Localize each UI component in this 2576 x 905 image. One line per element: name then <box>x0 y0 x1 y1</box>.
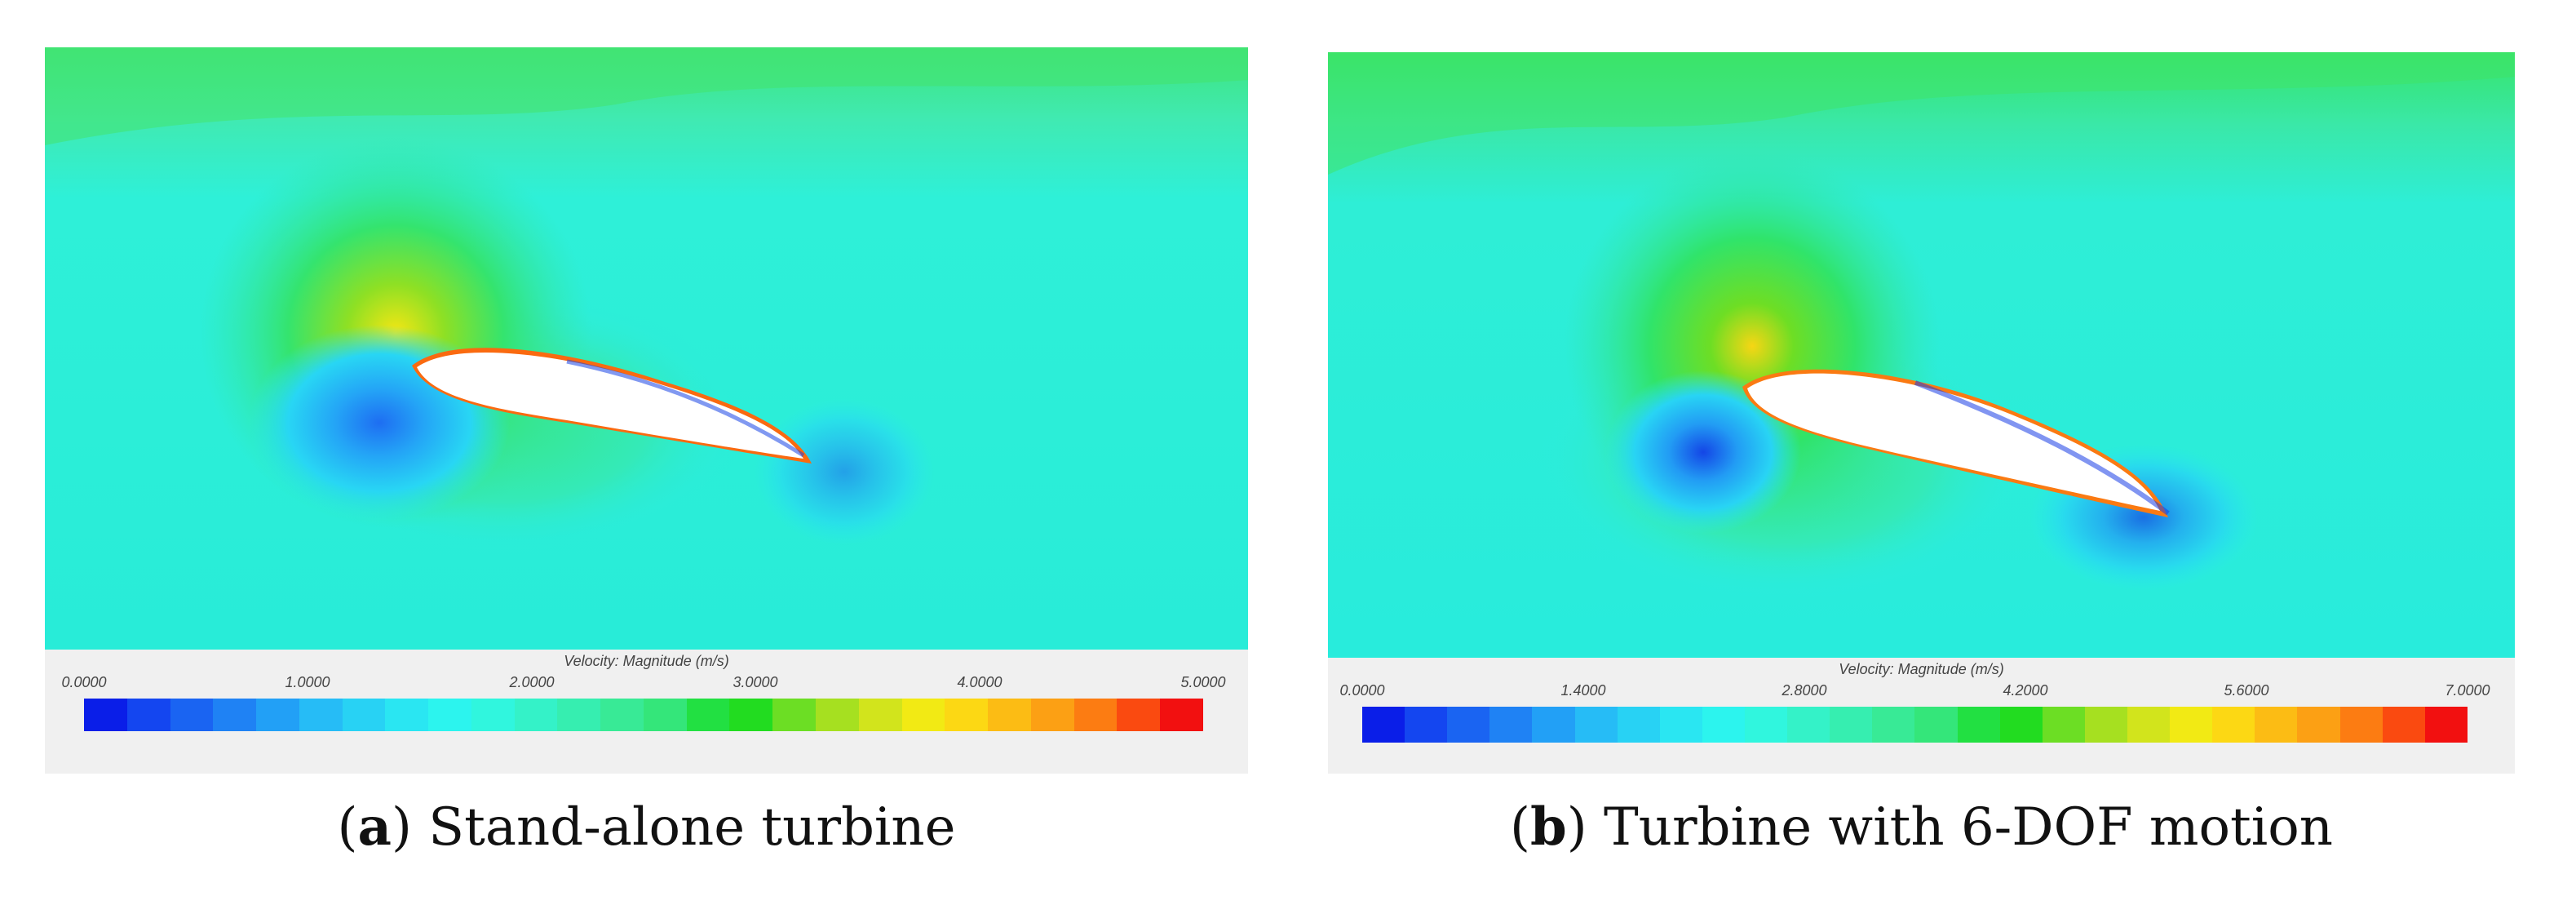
colorbar-swatch <box>1030 699 1074 731</box>
colorbar-swatch <box>2424 707 2468 743</box>
colorbar-swatch <box>1405 707 1448 743</box>
airfoil-b <box>1747 373 2160 511</box>
tick-label: 4.2000 <box>2003 682 2048 699</box>
colorbar-swatch <box>256 699 299 731</box>
colorbar-swatch <box>1830 707 1873 743</box>
contour-plot-b <box>1328 52 2515 658</box>
colorbar-swatch <box>1447 707 1490 743</box>
tick-label: 7.0000 <box>2445 682 2490 699</box>
tick-label: 5.6000 <box>2224 682 2269 699</box>
caption-letter-a: a <box>357 796 392 858</box>
tick-label: 1.4000 <box>1560 682 1606 699</box>
colorbar-swatch <box>1872 707 1915 743</box>
colorbar-swatch <box>1489 707 1533 743</box>
colorbar-swatch <box>858 699 902 731</box>
colorbar-swatch <box>2212 707 2255 743</box>
caption-a: (a) Stand-alone turbine <box>337 796 956 858</box>
airfoil-a <box>417 352 803 459</box>
tick-label: 0.0000 <box>61 674 107 690</box>
caption-text-a: Stand-alone turbine <box>428 797 956 858</box>
colorbar-swatch <box>1914 707 1958 743</box>
colorbar-swatch <box>428 699 471 731</box>
colorbar-swatch <box>729 699 773 731</box>
colorbar-swatch <box>1617 707 1660 743</box>
tick-label: 0.0000 <box>1339 682 1385 699</box>
colorbar-swatch <box>299 699 343 731</box>
colorbar-legend-b: Velocity: Magnitude (m/s) 0.0000 1.4000 … <box>1328 658 2515 774</box>
colorbar-swatch <box>2084 707 2127 743</box>
colorbar-swatch <box>1659 707 1702 743</box>
colorbar-swatch <box>471 699 515 731</box>
tick-label: 5.0000 <box>1180 674 1226 690</box>
caption-b: (b) Turbine with 6-DOF motion <box>1510 796 2333 858</box>
caption-letter-b: b <box>1529 796 1567 858</box>
colorbar-swatch <box>945 699 989 731</box>
colorbar-swatch <box>2297 707 2340 743</box>
colorbar-swatch <box>1744 707 1788 743</box>
colorbar-swatch <box>170 699 214 731</box>
caption-text-b: Turbine with 6-DOF motion <box>1604 797 2333 858</box>
colorbar-swatch <box>2255 707 2298 743</box>
colorbar-swatch <box>385 699 429 731</box>
tick-label: 1.0000 <box>285 674 330 690</box>
colorbar-swatch <box>686 699 730 731</box>
colorbar-swatch <box>1117 699 1161 731</box>
colorbar-swatch <box>2170 707 2213 743</box>
colorbar-swatch <box>772 699 817 731</box>
colorbar-swatch <box>600 699 644 731</box>
colorbar-swatch <box>816 699 859 731</box>
legend-title-b: Velocity: Magnitude (m/s) <box>1839 661 2004 677</box>
colorbar-a <box>84 699 1203 731</box>
colorbar-swatch <box>514 699 558 731</box>
panel-b: Velocity: Magnitude (m/s) 0.0000 1.4000 … <box>1328 52 2515 858</box>
tick-label: 2.8000 <box>1782 682 1827 699</box>
colorbar-swatch <box>988 699 1031 731</box>
colorbar-swatch <box>557 699 601 731</box>
colorbar-swatch <box>1362 707 1405 743</box>
velocity-contour-b <box>1328 52 2515 658</box>
colorbar-swatch <box>84 699 127 731</box>
colorbar-swatch <box>2127 707 2171 743</box>
velocity-contour-a <box>45 47 1248 650</box>
colorbar-swatch <box>643 699 687 731</box>
tick-label: 4.0000 <box>957 674 1003 690</box>
colorbar-swatch <box>1532 707 1575 743</box>
colorbar-swatch <box>213 699 257 731</box>
colorbar-swatch <box>1702 707 1745 743</box>
colorbar-swatch <box>342 699 386 731</box>
colorbar-swatch <box>2042 707 2085 743</box>
colorbar-swatch <box>126 699 170 731</box>
legend-title-a: Velocity: Magnitude (m/s) <box>564 653 729 669</box>
tick-label: 3.0000 <box>733 674 778 690</box>
tick-label: 2.0000 <box>509 674 555 690</box>
colorbar-swatch <box>1160 699 1203 731</box>
colorbar-swatch <box>1073 699 1118 731</box>
colorbar-swatch <box>901 699 945 731</box>
colorbar-swatch <box>1999 707 2043 743</box>
contour-plot-a <box>45 47 1248 650</box>
colorbar-legend-a: Velocity: Magnitude (m/s) 0.0000 1.0000 … <box>45 650 1248 774</box>
colorbar-swatch <box>1574 707 1618 743</box>
colorbar-swatch <box>1787 707 1830 743</box>
colorbar-b <box>1362 707 2468 743</box>
colorbar-swatch <box>2382 707 2425 743</box>
colorbar-swatch <box>2339 707 2383 743</box>
panel-a: Velocity: Magnitude (m/s) 0.0000 1.0000 … <box>45 47 1248 858</box>
colorbar-swatch <box>1957 707 2000 743</box>
